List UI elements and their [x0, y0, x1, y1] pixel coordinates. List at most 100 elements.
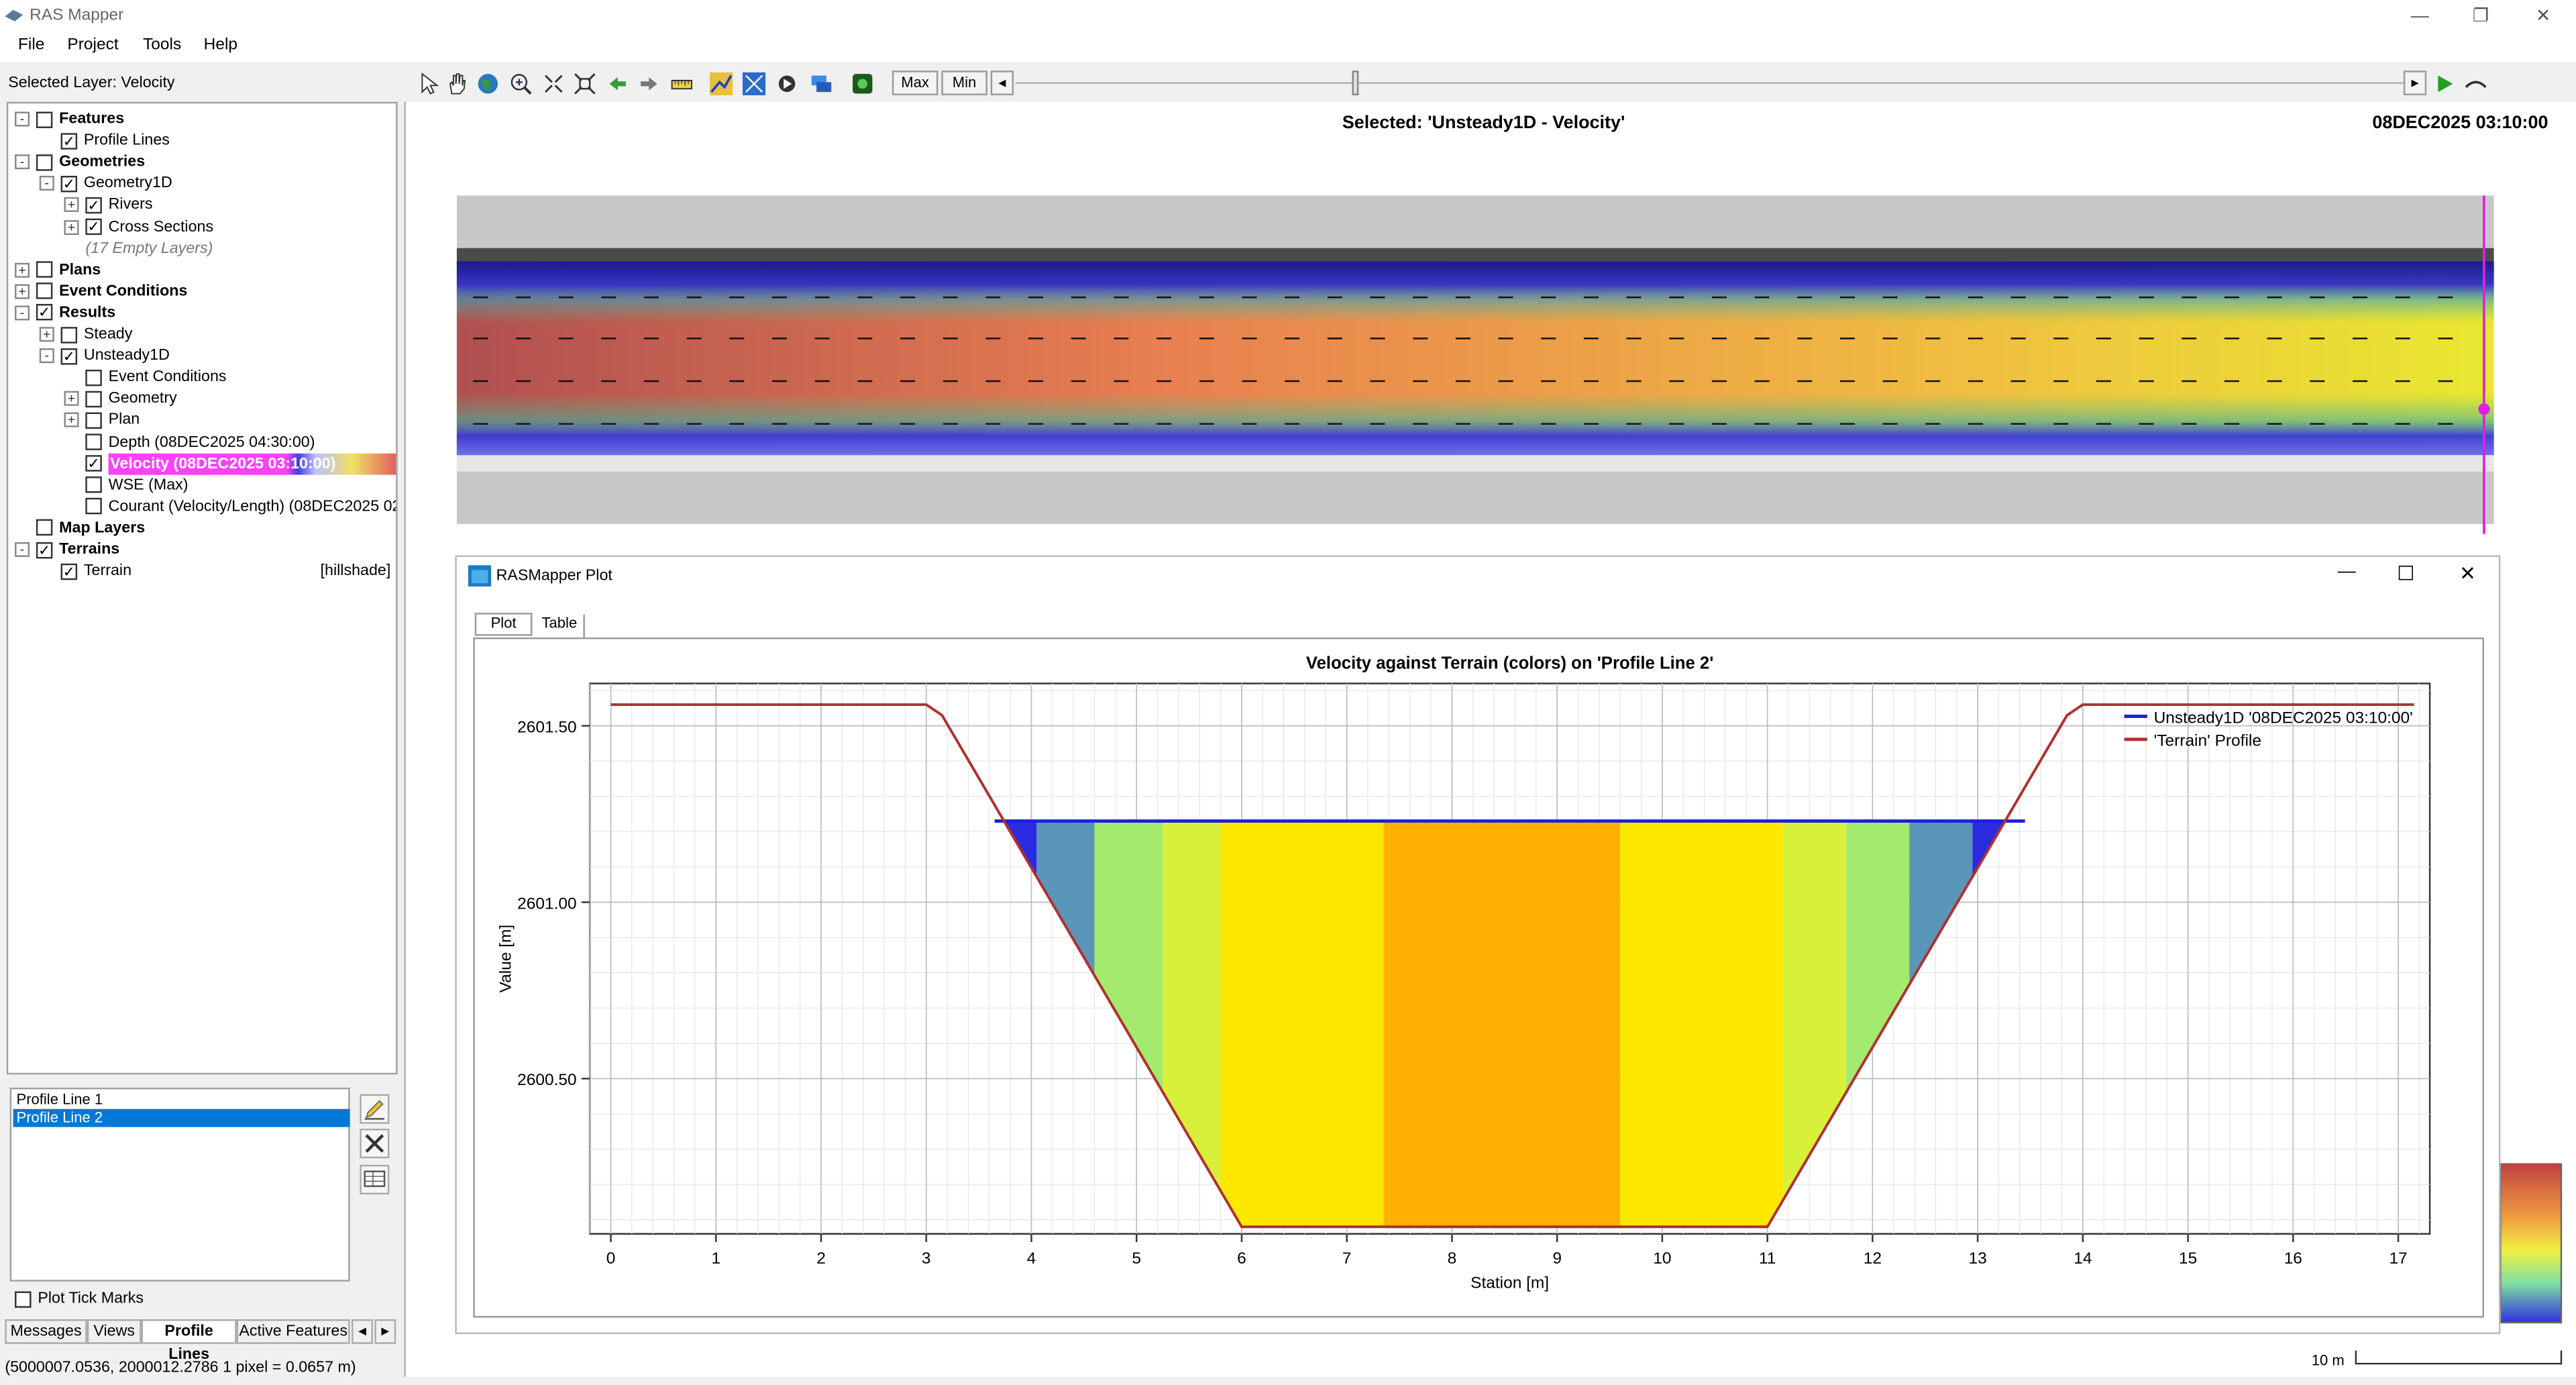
velocity-terrain-chart[interactable]: Velocity against Terrain (colors) on 'Pr… — [475, 639, 2486, 1319]
tab-active-features[interactable]: Active Features — [236, 1319, 350, 1344]
tree-expander[interactable]: - — [15, 154, 30, 170]
tree-expander[interactable]: + — [15, 284, 30, 299]
tree-checkbox[interactable]: ✓ — [60, 348, 78, 364]
menu-file[interactable]: File — [17, 36, 45, 54]
forward-arrow-icon[interactable] — [637, 72, 660, 95]
tree-checkbox[interactable] — [36, 154, 53, 170]
tree-checkbox[interactable] — [85, 391, 102, 407]
tab-scroll-right[interactable]: ▸ — [374, 1319, 396, 1344]
tab-views[interactable]: Views — [87, 1319, 142, 1344]
tree-checkbox[interactable]: ✓ — [85, 218, 102, 236]
tree-checkbox[interactable]: ✓ — [36, 541, 53, 558]
tree-checkbox[interactable] — [85, 498, 102, 515]
globe-icon[interactable] — [476, 72, 499, 95]
maximize-button[interactable]: ❐ — [2472, 6, 2489, 27]
tree-node-label[interactable]: Rivers — [108, 196, 153, 215]
tree-expander[interactable]: + — [64, 391, 79, 407]
pointer-select-icon[interactable] — [775, 72, 798, 95]
pan-hand-icon[interactable] — [445, 72, 468, 95]
tree-expander[interactable]: - — [15, 111, 30, 127]
tree-expander[interactable]: - — [15, 305, 30, 321]
tree-expander[interactable]: + — [64, 219, 79, 234]
database-icon[interactable] — [851, 72, 874, 95]
tree-node-label[interactable]: Features — [59, 110, 125, 128]
tree-node-label[interactable]: Map Layers — [59, 519, 146, 537]
tab-plot[interactable]: Plot — [474, 613, 533, 636]
tree-expander[interactable]: - — [39, 176, 54, 191]
tree-node-label[interactable]: Velocity (08DEC2025 03:10:00) — [108, 452, 396, 474]
tab-table[interactable]: Table — [535, 614, 585, 637]
tree-node-label[interactable]: Event Conditions — [108, 368, 227, 387]
menu-help[interactable]: Help — [203, 36, 238, 54]
plot-maximize-button[interactable]: ☐ — [2397, 562, 2415, 585]
tree-node-label[interactable]: Courant (Velocity/Length) (08DEC2025 02:… — [108, 497, 398, 516]
tree-node-label[interactable]: Depth (08DEC2025 04:30:00) — [108, 433, 315, 452]
tab-profile-lines[interactable]: Profile Lines — [141, 1319, 237, 1364]
edit-profile-button[interactable] — [360, 1094, 390, 1124]
tree-checkbox[interactable] — [85, 369, 102, 386]
plot-tick-marks-checkbox[interactable] — [15, 1291, 32, 1308]
tree-node-label[interactable]: Geometry — [108, 389, 177, 408]
tree-node-label[interactable]: Profile Lines — [83, 132, 170, 150]
list-item[interactable]: Profile Line 1 — [16, 1090, 103, 1108]
tree-node-label[interactable]: Cross Sections — [108, 217, 214, 236]
tree-node-label[interactable]: Steady — [83, 325, 133, 344]
minimize-button[interactable]: — — [2410, 6, 2429, 27]
tree-node-label[interactable]: Terrain — [83, 562, 132, 580]
tree-expander[interactable]: + — [64, 413, 79, 428]
time-slider-track[interactable] — [1015, 82, 2404, 84]
tree-checkbox[interactable]: ✓ — [60, 132, 78, 149]
full-extent-icon[interactable] — [574, 72, 596, 95]
tree-expander[interactable]: - — [39, 348, 54, 364]
measure-ruler-icon[interactable] — [670, 72, 693, 95]
tree-expander[interactable]: + — [39, 327, 54, 342]
plot-minimize-button[interactable]: — — [2337, 562, 2356, 582]
tab-messages[interactable]: Messages — [5, 1319, 87, 1344]
zoom-extents-icon[interactable] — [542, 72, 565, 95]
tree-node-label[interactable]: (17 Empty Layers) — [85, 239, 213, 258]
close-button[interactable]: ✕ — [2535, 6, 2551, 27]
animation-options-icon[interactable] — [2464, 72, 2487, 95]
tree-expander[interactable]: + — [15, 262, 30, 278]
list-item-selected[interactable]: Profile Line 2 — [13, 1109, 350, 1127]
zoom-in-icon[interactable] — [509, 72, 532, 95]
time-step-back-button[interactable]: ◂ — [990, 70, 1014, 96]
tree-checkbox[interactable] — [36, 261, 53, 278]
menu-project[interactable]: Project — [67, 36, 119, 54]
menu-tools[interactable]: Tools — [143, 36, 182, 54]
profile-options-button[interactable] — [360, 1164, 390, 1194]
play-icon[interactable] — [2433, 72, 2456, 95]
profile-line-tool-icon[interactable] — [709, 72, 733, 96]
tab-scroll-left[interactable]: ◂ — [352, 1319, 373, 1344]
plot-close-button[interactable]: ✕ — [2459, 562, 2476, 585]
velocity-map-canvas[interactable] — [456, 195, 2510, 540]
tree-checkbox[interactable] — [85, 476, 102, 493]
tree-checkbox[interactable]: ✓ — [85, 455, 102, 472]
tree-node-label[interactable]: Unsteady1D — [83, 346, 170, 365]
tree-node-label[interactable]: Results — [59, 303, 116, 322]
tree-expander[interactable]: - — [15, 542, 30, 558]
tree-checkbox[interactable] — [36, 111, 53, 127]
tree-checkbox[interactable] — [85, 412, 102, 429]
tree-node-label[interactable]: Geometry1D — [83, 174, 172, 193]
pointer-icon[interactable] — [417, 72, 440, 95]
time-slider-thumb[interactable] — [1352, 70, 1359, 96]
tree-checkbox[interactable]: ✓ — [60, 175, 78, 192]
tree-checkbox[interactable] — [60, 326, 78, 343]
delete-profile-button[interactable] — [360, 1129, 390, 1159]
tree-checkbox[interactable] — [36, 519, 53, 537]
tree-node-label[interactable]: Plans — [59, 260, 101, 279]
cross-section-tool-icon[interactable] — [742, 72, 766, 96]
back-arrow-icon[interactable] — [606, 72, 629, 95]
tree-checkbox[interactable] — [36, 283, 53, 300]
tree-node-label[interactable]: WSE (Max) — [108, 476, 189, 495]
layers-icon[interactable] — [810, 72, 833, 95]
tree-checkbox[interactable]: ✓ — [60, 562, 78, 580]
tree-expander[interactable]: + — [64, 197, 79, 213]
tree-checkbox[interactable]: ✓ — [85, 197, 102, 214]
tree-node-label[interactable]: Plan — [108, 411, 140, 429]
tree-checkbox[interactable] — [85, 433, 102, 450]
min-button[interactable]: Min — [941, 70, 987, 96]
tree-node-label[interactable]: Geometries — [59, 153, 146, 172]
tree-checkbox[interactable]: ✓ — [36, 304, 53, 321]
